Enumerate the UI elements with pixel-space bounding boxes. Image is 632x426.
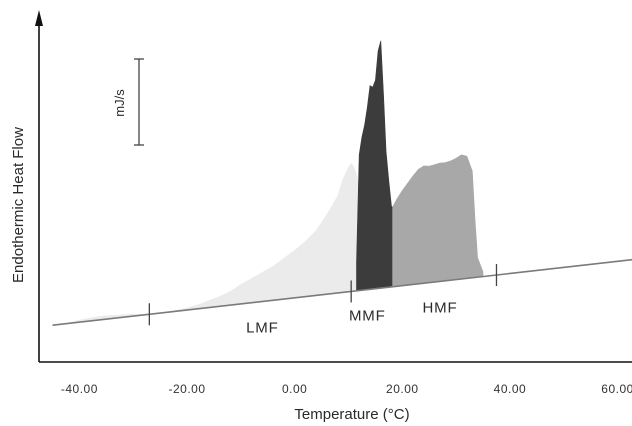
scale-bar: mJ/s	[112, 58, 144, 146]
baseline	[52, 258, 632, 326]
x-tick-label: 20.00	[386, 382, 419, 396]
fraction-labels: LMF MMF HMF	[246, 299, 458, 336]
fraction-label-lmf: LMF	[246, 319, 278, 336]
x-tick-label: 0.00	[282, 382, 307, 396]
fraction-label-mmf: MMF	[349, 308, 386, 325]
y-axis-label: Endothermic Heat Flow	[10, 127, 27, 283]
fraction-dividers	[148, 264, 498, 326]
x-axis-label: Temperature (°C)	[294, 406, 409, 423]
fraction-label-hmf: HMF	[423, 299, 458, 316]
fraction-area-lmf	[52, 162, 360, 326]
x-tick-label: 40.00	[494, 382, 527, 396]
x-tick-labels: -40.00 -20.00 0.00 20.00 40.00 60.00	[61, 382, 632, 396]
fraction-area-hmf	[392, 154, 484, 288]
y-axis-arrow-icon	[35, 10, 43, 26]
axes	[35, 10, 632, 363]
scale-bar-label: mJ/s	[112, 89, 127, 117]
fraction-areas	[52, 40, 484, 326]
x-tick-label: -20.00	[168, 382, 205, 396]
x-tick-label: 60.00	[601, 382, 632, 396]
x-tick-label: -40.00	[61, 382, 98, 396]
fraction-area-mmf	[356, 40, 393, 292]
